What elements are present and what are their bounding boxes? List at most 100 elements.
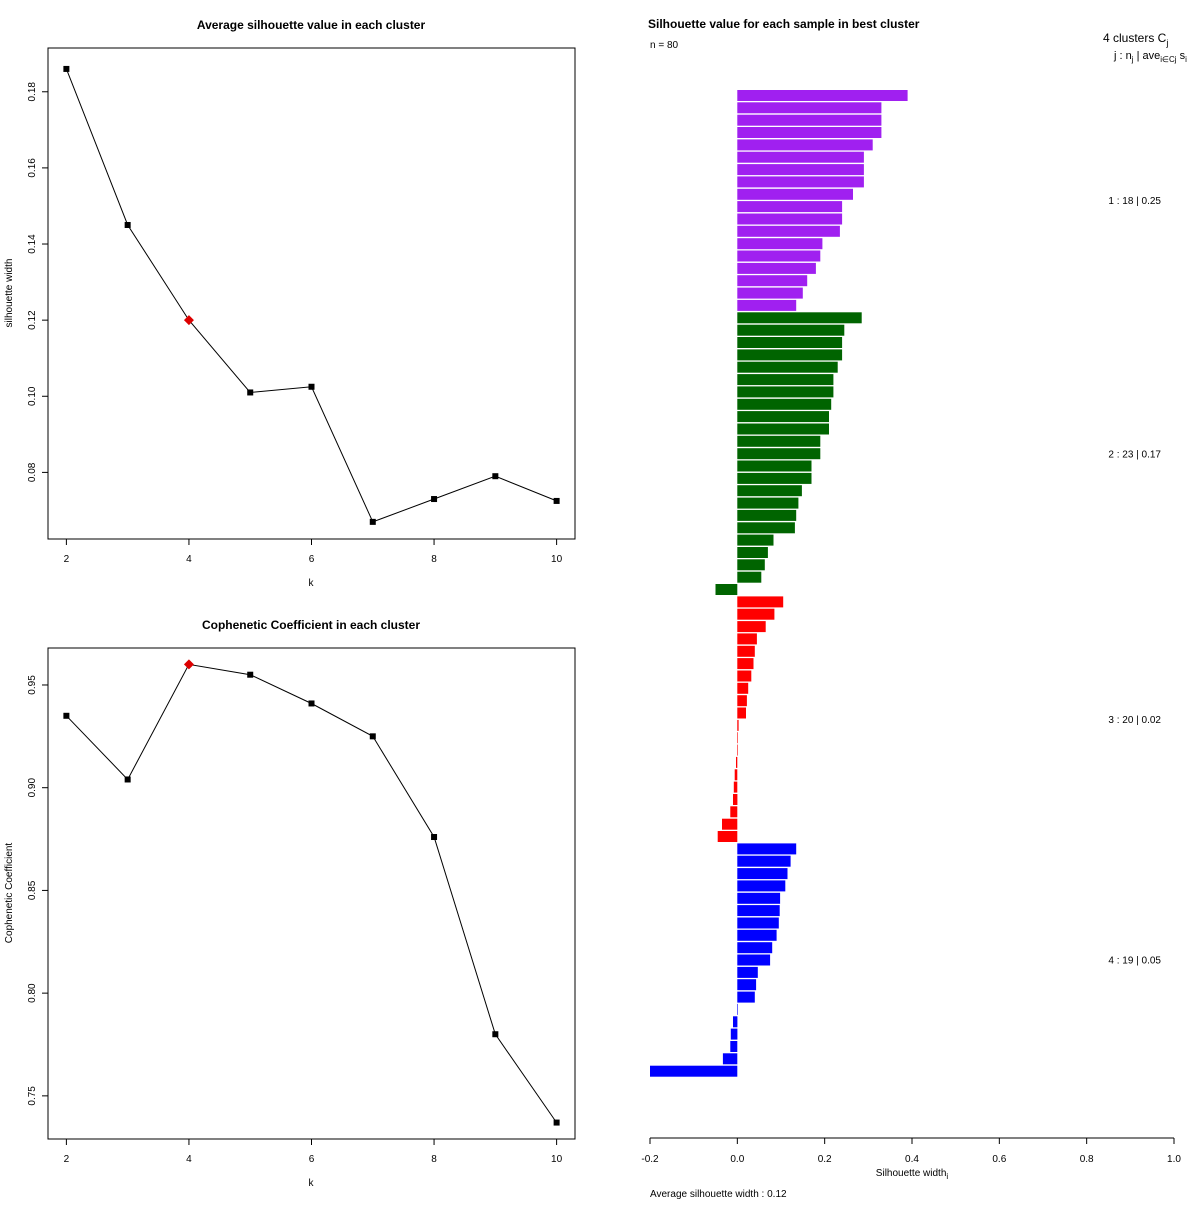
silhouette-bar (717, 831, 738, 842)
silhouette-bar (737, 398, 832, 410)
data-point (492, 1031, 499, 1038)
highlight-point (183, 659, 194, 670)
silhouette-bar (737, 312, 862, 324)
silhouette-bar (737, 324, 845, 336)
silhouette-bar (733, 781, 738, 793)
silhouette-bar (737, 719, 739, 731)
silhouette-bar (737, 695, 747, 707)
x-tick-label: 8 (431, 1154, 437, 1165)
silhouette-bar (737, 411, 829, 423)
silhouette-bar (736, 756, 738, 768)
x-tick-label: 6 (309, 1154, 315, 1165)
silhouette-bar (722, 1053, 738, 1065)
silhouette-bar (737, 534, 774, 546)
data-point (492, 473, 499, 480)
silhouette-bar (737, 979, 757, 991)
series (63, 659, 560, 1126)
x-tick-label: 10 (551, 1154, 563, 1165)
x-ticks: -0.2 0.0 0.2 0.4 0.6 0.8 1.0 (641, 1138, 1181, 1165)
silhouette-bar (737, 732, 738, 744)
silhouette-line-chart: Average silhouette value in each cluster… (4, 18, 576, 589)
x-tick-label: -0.2 (641, 1154, 659, 1165)
silhouette-bar (737, 509, 797, 521)
silhouette-bar (737, 559, 765, 571)
silhouette-bar (737, 621, 766, 633)
silhouette-bar (737, 497, 799, 509)
x-tick-label: 6 (309, 554, 315, 565)
data-point (553, 1119, 560, 1126)
plot-frame (47, 47, 576, 540)
y-tick-label: 0.14 (27, 234, 38, 254)
silhouette-bar (737, 164, 864, 176)
silhouette-bar (737, 868, 788, 880)
y-ticks: 0.75 0.80 0.85 0.90 0.95 (27, 675, 48, 1106)
data-point (124, 221, 131, 228)
y-tick-label: 0.10 (27, 386, 38, 406)
cophenetic-line-chart: Cophenetic Coefficient in each cluster k… (4, 618, 576, 1189)
silhouette-bar (737, 287, 803, 299)
silhouette-bar (737, 905, 780, 917)
silhouette-bar (737, 571, 762, 583)
data-point (369, 518, 376, 525)
data-point (247, 671, 254, 678)
silhouette-bar (737, 238, 823, 250)
x-tick-label: 2 (64, 554, 70, 565)
cluster-labels: 1 : 18 | 0.25 2 : 23 | 0.17 3 : 20 | 0.02 4… (1108, 196, 1161, 967)
silhouette-bar (737, 114, 882, 126)
y-tick-label: 0.08 (27, 462, 38, 482)
silhouette-bar (730, 1028, 738, 1040)
y-ticks: 0.08 0.10 0.12 0.14 0.16 0.18 (27, 82, 48, 482)
silhouette-bar (737, 670, 752, 682)
silhouette-bar (737, 855, 791, 867)
silhouette-bar-chart: Silhouette value for each sample in best… (641, 17, 1187, 1200)
x-tick-label: 8 (431, 554, 437, 565)
silhouette-bar (737, 460, 812, 472)
silhouette-bar (737, 929, 777, 941)
silhouette-bar (737, 361, 838, 373)
silhouette-bar (730, 806, 738, 818)
silhouette-bar (737, 991, 755, 1003)
silhouette-bar (737, 151, 864, 163)
silhouette-bar (737, 707, 746, 719)
legend-title: 4 clusters Cj (1103, 31, 1168, 48)
series (63, 65, 560, 525)
silhouette-bar (737, 448, 821, 460)
data-point (63, 712, 70, 719)
silhouette-bar (737, 423, 829, 435)
silhouette-bar (715, 584, 738, 595)
sample-count: n = 80 (650, 40, 679, 51)
cluster-label: 1 : 18 | 0.25 (1108, 196, 1161, 207)
silhouette-bar (737, 645, 755, 657)
silhouette-bar (737, 139, 873, 151)
cluster-label: 3 : 20 | 0.02 (1108, 715, 1161, 726)
silhouette-bar (650, 1065, 738, 1077)
data-point (124, 776, 131, 783)
average-silhouette-footer: Average silhouette width : 0.12 (650, 1189, 787, 1200)
silhouette-bar (737, 250, 821, 262)
x-tick-label: 2 (64, 1154, 70, 1165)
silhouette-bar (737, 213, 843, 225)
data-point (308, 700, 315, 707)
silhouette-bar (737, 744, 738, 756)
x-tick-label: 4 (186, 554, 192, 565)
data-point (369, 733, 376, 740)
silhouette-bar (737, 485, 802, 497)
silhouette-bar (737, 472, 812, 484)
y-tick-label: 0.85 (27, 880, 38, 900)
x-axis-label: k (309, 578, 315, 589)
silhouette-bar (737, 349, 843, 361)
silhouette-bar (737, 374, 834, 386)
y-tick-label: 0.18 (27, 82, 38, 102)
silhouette-bar (737, 942, 773, 954)
silhouette-bar (737, 633, 757, 645)
chart-title: Silhouette value for each sample in best… (648, 17, 920, 31)
y-tick-label: 0.75 (27, 1086, 38, 1106)
legend-header: j : nj | avei∈Cj si (1113, 50, 1187, 64)
x-ticks: 2 4 6 8 10 (64, 1139, 563, 1165)
silhouette-bar (734, 769, 738, 781)
silhouette-bar (737, 608, 775, 620)
data-point (431, 834, 438, 841)
data-point (308, 383, 315, 390)
x-ticks: 2 4 6 8 10 (64, 539, 563, 565)
